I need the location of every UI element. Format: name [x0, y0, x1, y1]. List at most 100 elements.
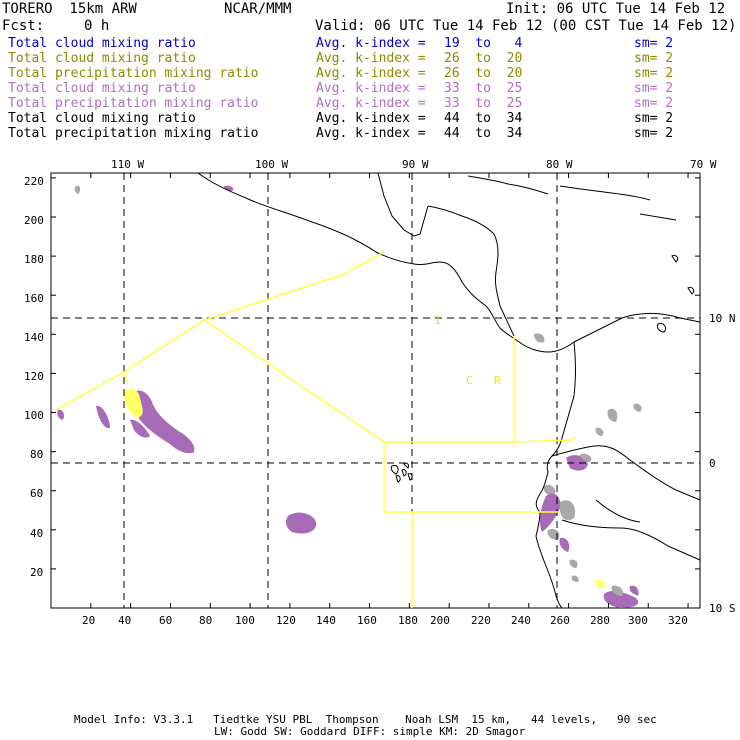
legend-range: 19 to 4 [444, 36, 523, 51]
legend-kindex: Avg. k-index = [316, 111, 434, 126]
lon-label: 110 W [111, 158, 145, 171]
purple-cloud-area [224, 185, 234, 191]
caribbean-islands [467, 175, 677, 221]
physics-info: LW: Godd SW: Goddard DIFF: simple KM: 2D… [214, 725, 526, 738]
region-label: 1 [434, 314, 441, 327]
legend-sm: sm= 2 [634, 96, 674, 111]
legend-field: Total cloud mixing ratio [8, 111, 196, 126]
y-tick-label: 120 [24, 370, 44, 383]
gray-cloud-area [571, 575, 579, 582]
coastlines [197, 172, 701, 609]
x-tick-label: 40 [118, 614, 132, 627]
gray-cloud-area [534, 333, 545, 343]
purple-cloud-area [132, 390, 195, 454]
x-tick-label: 100 [235, 614, 255, 627]
x-tick-label: 160 [357, 614, 377, 627]
region-boundary [513, 435, 577, 443]
x-tick-label: 60 [159, 614, 173, 627]
region-label: R [494, 374, 501, 387]
gray-cloud-area [633, 403, 642, 412]
org-label: NCAR/MMM [224, 1, 292, 17]
lon-label: 70 W [690, 158, 717, 171]
legend-range: 33 to 25 [444, 81, 523, 96]
mexico-gulf-coastline [377, 172, 429, 237]
x-tick-label: 180 [398, 614, 418, 627]
legend-kindex: Avg. k-index = [316, 51, 434, 66]
legend-field: Total cloud mixing ratio [8, 81, 196, 96]
legend-range: 26 to 20 [444, 51, 523, 66]
gray-cloud-area [611, 585, 624, 596]
purple-cloud-area [629, 585, 639, 596]
model-info: Model Info: V3.3.1 Tiedtke YSU PBL Thomp… [74, 713, 657, 726]
gray-cloud-area [569, 559, 578, 568]
x-tick-label: 280 [590, 614, 610, 627]
forecast-hour: 0 h [84, 18, 110, 34]
legend-sm: sm= 2 [634, 81, 674, 96]
y-tick-label: 180 [24, 253, 44, 266]
x-tick-label: 200 [430, 614, 450, 627]
region-boundaries [55, 251, 577, 608]
south-america-interior-borders [551, 445, 701, 561]
region-boundary [203, 319, 515, 443]
purple-cloud-area [539, 493, 561, 532]
lon-label: 90 W [402, 158, 429, 171]
legend-sm: sm= 2 [634, 66, 674, 81]
gray-cloud-area [547, 528, 560, 540]
y-tick-label: 200 [24, 214, 44, 227]
legend-range: 44 to 34 [444, 111, 523, 126]
legend-range: 26 to 20 [444, 66, 523, 81]
valid-time: Valid: 06 UTC Tue 14 Feb 12 (00 CST Tue … [315, 18, 737, 34]
legend-range: 33 to 25 [444, 96, 523, 111]
x-tick-marks [90, 173, 689, 608]
gray-cloud-area [607, 408, 618, 422]
y-tick-marks [51, 177, 700, 570]
region-label: C [466, 374, 473, 387]
legend-kindex: Avg. k-index = [316, 81, 434, 96]
gray-cloud-area [559, 500, 576, 521]
lat-label: 0 [709, 457, 716, 470]
purple-cloud-area [603, 591, 639, 608]
y-tick-label: 40 [30, 527, 44, 540]
legend-sm: sm= 2 [634, 111, 674, 126]
purple-cloud-area [57, 409, 65, 420]
x-tick-label: 80 [199, 614, 213, 627]
purple-cloud-area [130, 419, 150, 438]
purple-cloud-area [285, 512, 317, 534]
legend-field: Total precipitation mixing ratio [8, 66, 259, 81]
central-america-coastline [197, 172, 575, 353]
x-tick-label: 260 [550, 614, 570, 627]
y-tick-label: 20 [30, 566, 44, 579]
lon-label: 80 W [546, 158, 573, 171]
x-tick-label: 20 [82, 614, 96, 627]
legend-range: 44 to 34 [444, 126, 523, 141]
plot-frame [50, 172, 701, 609]
x-tick-label: 320 [668, 614, 688, 627]
legend-field: Total precipitation mixing ratio [8, 96, 259, 111]
legend-kindex: Avg. k-index = [316, 66, 434, 81]
lat-label: 10 N [709, 312, 736, 325]
forecast-label: Fcst: [2, 18, 45, 34]
region-boundary [383, 442, 560, 513]
y-tick-label: 60 [30, 487, 44, 500]
gray-cloud-area [74, 185, 81, 194]
y-tick-label: 80 [30, 448, 44, 461]
y-tick-label: 100 [24, 409, 44, 422]
venezuela-coastline [573, 313, 701, 343]
legend-sm: sm= 2 [634, 51, 674, 66]
legend-field: Total cloud mixing ratio [8, 36, 196, 51]
coast-islands [657, 255, 695, 333]
galapagos-islands [403, 462, 409, 469]
y-tick-label: 160 [24, 292, 44, 305]
legend-sm: sm= 2 [634, 126, 674, 141]
latlon-grid [51, 173, 700, 608]
yellow-cloud-area [124, 388, 143, 418]
colombia-coastline [535, 341, 576, 609]
x-tick-label: 300 [628, 614, 648, 627]
legend-kindex: Avg. k-index = [316, 96, 434, 111]
legend-field: Total precipitation mixing ratio [8, 126, 259, 141]
yellow-cloud-area [595, 579, 606, 588]
purple-cloud-area [96, 405, 110, 429]
x-tick-label: 120 [276, 614, 296, 627]
gray-cloud-area [580, 453, 592, 462]
